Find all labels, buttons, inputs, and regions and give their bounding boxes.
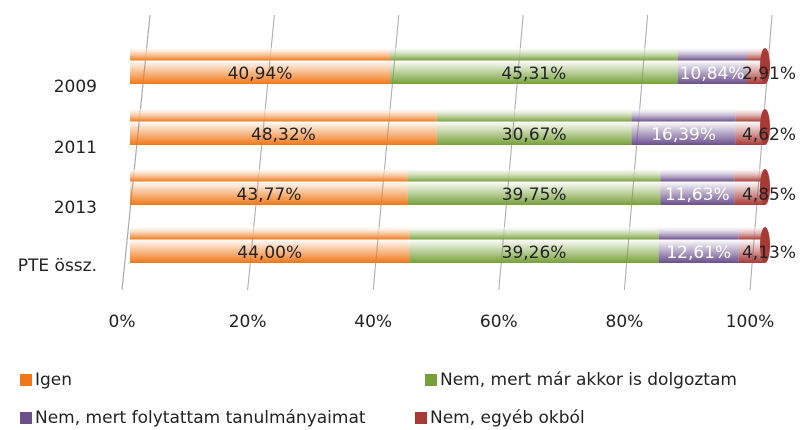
bar-segment xyxy=(409,227,659,263)
bar-segment xyxy=(631,109,736,145)
value-label: 30,67% xyxy=(502,125,567,145)
value-label: 11,63% xyxy=(665,185,730,205)
value-label: 4,13% xyxy=(742,243,796,263)
legend-label: Nem, mert folytattam tanulmányaimat xyxy=(35,408,366,428)
x-tick-label: 20% xyxy=(229,312,267,332)
legend-swatch xyxy=(20,412,32,424)
value-label: 4,62% xyxy=(742,125,796,145)
category-label: 2011 xyxy=(54,138,97,158)
bar-segment xyxy=(130,48,390,84)
x-tick-label: 40% xyxy=(354,312,392,332)
value-label: 39,26% xyxy=(502,243,567,263)
category-label: PTE össz. xyxy=(18,256,97,276)
value-label: 4,85% xyxy=(742,185,796,205)
bar-segment xyxy=(660,169,735,205)
value-label: 10,84% xyxy=(680,64,745,84)
value-label: 39,75% xyxy=(502,185,567,205)
legend-swatch xyxy=(425,374,437,386)
bar-segment xyxy=(130,227,410,263)
x-tick-label: 100% xyxy=(726,312,775,332)
bar-segment xyxy=(407,169,661,205)
bar-segment xyxy=(734,169,765,205)
category-label: 2009 xyxy=(54,77,97,97)
value-label: 44,00% xyxy=(237,243,302,263)
value-label: 40,94% xyxy=(228,64,293,84)
legend-swatch xyxy=(415,412,427,424)
value-label: 43,77% xyxy=(237,185,302,205)
bar-segment xyxy=(658,227,739,263)
value-label: 2,91% xyxy=(742,64,796,84)
bar-segment xyxy=(130,109,437,145)
bar-segment xyxy=(436,109,632,145)
bar-cap xyxy=(760,169,770,205)
bar-segment xyxy=(677,48,747,84)
bar-segment xyxy=(130,169,408,205)
x-tick-label: 0% xyxy=(109,312,136,332)
bar-segment xyxy=(389,48,678,84)
category-label: 2013 xyxy=(54,198,97,218)
legend-label: Igen xyxy=(35,370,72,390)
bar-cap xyxy=(760,109,770,145)
bar-segment xyxy=(746,48,765,84)
legend-label: Nem, egyéb okból xyxy=(430,408,585,428)
value-label: 16,39% xyxy=(651,125,716,145)
bar-cap xyxy=(760,227,770,263)
legend-swatch xyxy=(20,374,32,386)
value-label: 48,32% xyxy=(251,125,316,145)
x-tick-label: 80% xyxy=(606,312,644,332)
bar-cap xyxy=(760,48,770,84)
value-label: 12,61% xyxy=(666,243,731,263)
legend-label: Nem, mert már akkor is dolgoztam xyxy=(440,370,737,390)
x-tick-label: 60% xyxy=(480,312,518,332)
value-label: 45,31% xyxy=(501,64,566,84)
